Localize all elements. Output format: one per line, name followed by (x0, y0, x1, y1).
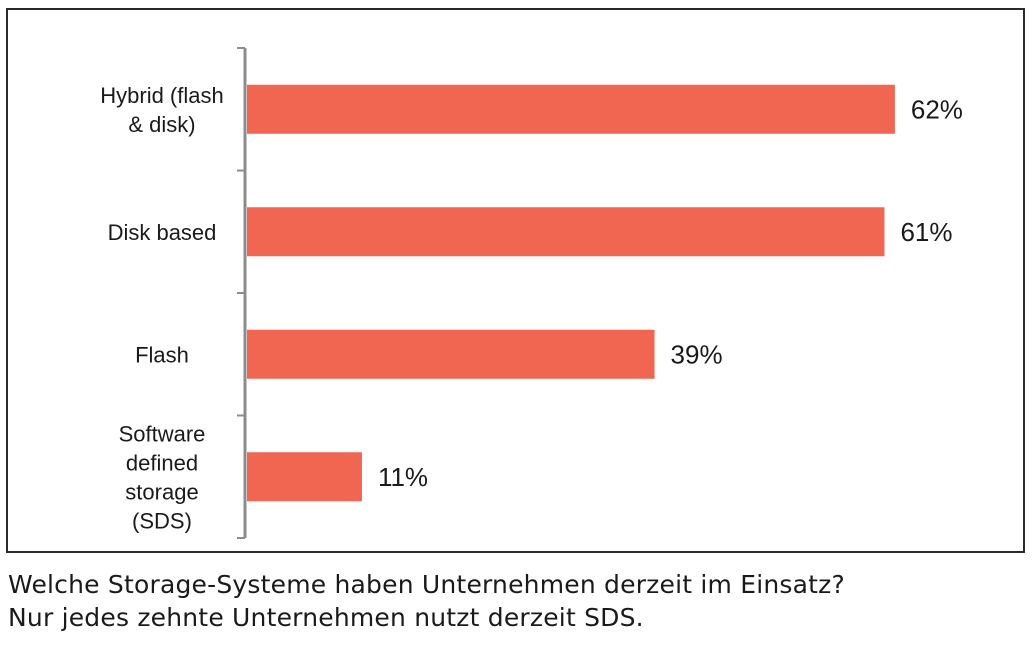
category-label: Disk based (108, 220, 217, 245)
data-label: 11% (378, 462, 428, 492)
caption-line-2: Nur jedes zehnte Unternehmen nutzt derze… (8, 603, 644, 632)
category-label: Software defined storage (SDS) (119, 421, 206, 533)
bar (247, 329, 655, 379)
data-label: 61% (900, 217, 952, 247)
bar (247, 207, 885, 257)
category-label: Hybrid (flash & disk) (100, 83, 223, 137)
caption-line-1: Welche Storage-Systeme haben Unternehmen… (8, 570, 845, 599)
chart-frame: 62% Hybrid (flash & disk) 61% Disk based 39% F… (6, 8, 1025, 553)
bar-chart: 62% Hybrid (flash & disk) 61% Disk based 39% F… (100, 47, 963, 539)
data-label: 62% (911, 94, 963, 124)
figure-caption: Welche Storage-Systeme haben Unternehmen… (8, 568, 1018, 634)
bar (247, 84, 895, 134)
category-label: Flash (135, 342, 189, 367)
bar (247, 452, 362, 502)
data-label: 39% (671, 339, 723, 369)
